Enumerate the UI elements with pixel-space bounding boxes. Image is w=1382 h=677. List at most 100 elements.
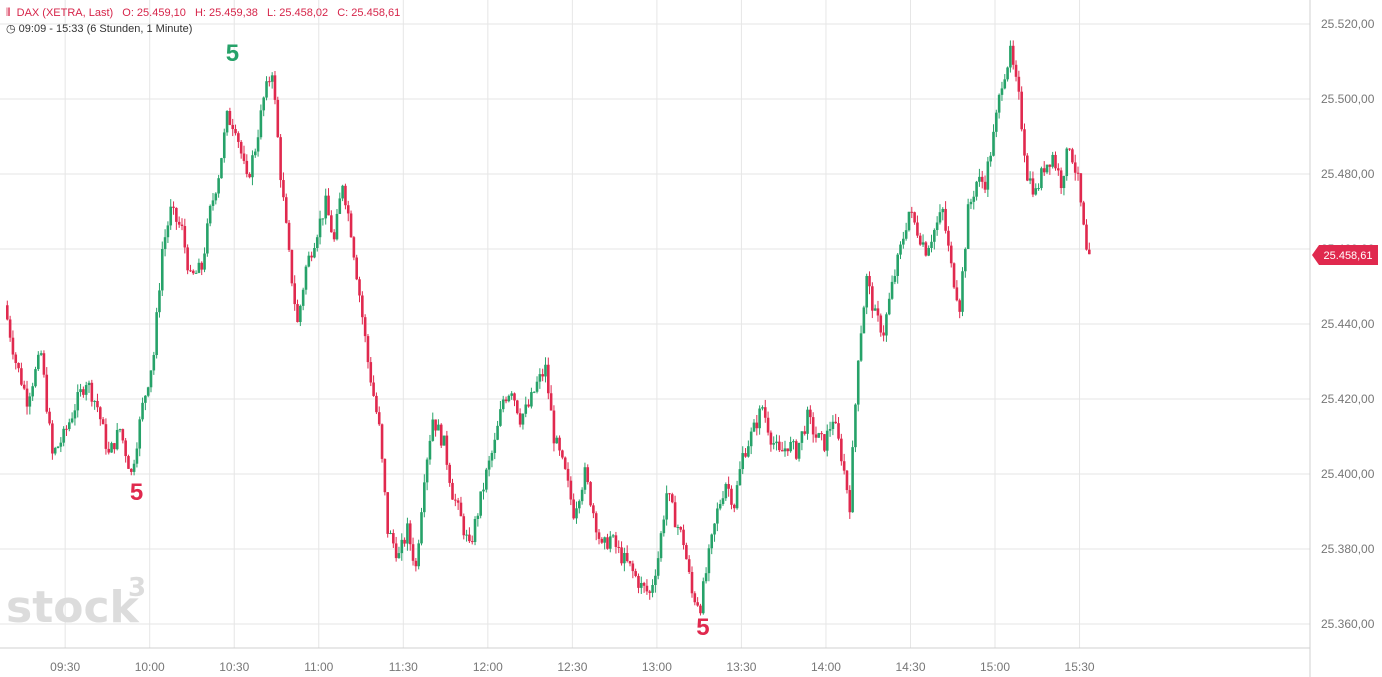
candle[interactable] bbox=[1003, 74, 1007, 90]
candle[interactable] bbox=[682, 524, 685, 550]
candle[interactable] bbox=[710, 533, 714, 555]
candle[interactable] bbox=[910, 206, 914, 219]
candle[interactable] bbox=[772, 436, 776, 450]
candle[interactable] bbox=[172, 201, 175, 215]
candle[interactable] bbox=[749, 427, 753, 455]
candle[interactable] bbox=[955, 280, 959, 302]
candle[interactable] bbox=[600, 537, 604, 544]
candle[interactable] bbox=[527, 399, 530, 408]
price-axis[interactable]: 25.360,00 25.380,00 25.400,00 25.420,00 25.4… bbox=[1321, 17, 1375, 631]
candle[interactable] bbox=[34, 366, 37, 388]
candle[interactable] bbox=[811, 412, 815, 443]
candle[interactable] bbox=[166, 221, 170, 243]
candle[interactable] bbox=[403, 537, 406, 547]
candle[interactable] bbox=[668, 492, 671, 502]
candle[interactable] bbox=[169, 199, 173, 230]
candle[interactable] bbox=[744, 448, 747, 458]
candle[interactable] bbox=[468, 527, 471, 543]
candle[interactable] bbox=[1051, 151, 1054, 169]
candle[interactable] bbox=[284, 193, 288, 224]
candle[interactable] bbox=[383, 458, 387, 496]
candle[interactable] bbox=[738, 461, 742, 486]
candle[interactable] bbox=[961, 267, 964, 317]
candle[interactable] bbox=[862, 305, 866, 334]
candle[interactable] bbox=[995, 109, 998, 138]
candle[interactable] bbox=[673, 495, 677, 528]
candle[interactable] bbox=[425, 457, 429, 491]
candle[interactable] bbox=[180, 218, 184, 231]
candle[interactable] bbox=[980, 170, 984, 189]
candle[interactable] bbox=[859, 325, 863, 362]
candle[interactable] bbox=[718, 499, 722, 511]
candle[interactable] bbox=[394, 536, 398, 562]
candle[interactable] bbox=[964, 247, 967, 278]
candle[interactable] bbox=[214, 192, 218, 205]
candle[interactable] bbox=[406, 517, 409, 551]
candle[interactable] bbox=[845, 469, 849, 494]
candle[interactable] bbox=[253, 148, 257, 158]
candle[interactable] bbox=[606, 533, 609, 550]
candle[interactable] bbox=[56, 445, 60, 449]
candle[interactable] bbox=[110, 441, 113, 453]
candle[interactable] bbox=[876, 300, 880, 322]
candle[interactable] bbox=[1017, 70, 1021, 100]
candle[interactable] bbox=[115, 423, 119, 451]
candle[interactable] bbox=[265, 76, 268, 101]
candle[interactable] bbox=[763, 399, 767, 423]
candle[interactable] bbox=[299, 304, 302, 327]
candle[interactable] bbox=[163, 229, 167, 257]
candle[interactable] bbox=[1020, 86, 1023, 132]
candle[interactable] bbox=[930, 234, 933, 253]
candle[interactable] bbox=[42, 350, 46, 378]
candle[interactable] bbox=[521, 413, 525, 430]
candle[interactable] bbox=[707, 544, 711, 582]
candle[interactable] bbox=[913, 211, 916, 225]
candle[interactable] bbox=[293, 275, 297, 311]
candle[interactable] bbox=[268, 76, 271, 87]
candle[interactable] bbox=[544, 357, 547, 383]
candle[interactable] bbox=[704, 567, 708, 584]
candle[interactable] bbox=[1006, 66, 1009, 82]
candle[interactable] bbox=[211, 193, 215, 211]
candle[interactable] bbox=[927, 245, 930, 257]
candle[interactable] bbox=[575, 501, 578, 524]
candle[interactable] bbox=[727, 476, 730, 497]
candle[interactable] bbox=[800, 431, 804, 451]
candle[interactable] bbox=[248, 172, 251, 179]
candle[interactable] bbox=[639, 576, 643, 594]
candle[interactable] bbox=[177, 216, 181, 228]
candle[interactable] bbox=[648, 589, 652, 600]
candle[interactable] bbox=[679, 526, 683, 533]
candle[interactable] bbox=[642, 581, 646, 593]
candle[interactable] bbox=[780, 441, 784, 452]
candle[interactable] bbox=[969, 198, 973, 209]
candle[interactable] bbox=[330, 210, 333, 233]
candle[interactable] bbox=[806, 406, 809, 440]
candle[interactable] bbox=[735, 480, 739, 510]
candle[interactable] bbox=[594, 511, 598, 541]
candle[interactable] bbox=[941, 207, 945, 221]
candle[interactable] bbox=[524, 396, 528, 418]
candle[interactable] bbox=[958, 298, 961, 319]
candle[interactable] bbox=[823, 434, 826, 453]
candle[interactable] bbox=[518, 408, 522, 428]
candle[interactable] bbox=[851, 440, 854, 513]
candle[interactable] bbox=[769, 430, 773, 452]
candle[interactable] bbox=[375, 392, 378, 415]
candle[interactable] bbox=[831, 415, 835, 436]
candle[interactable] bbox=[617, 540, 621, 554]
candle[interactable] bbox=[916, 215, 919, 238]
candle[interactable] bbox=[713, 523, 716, 542]
candle[interactable] bbox=[597, 529, 601, 545]
candle[interactable] bbox=[287, 220, 291, 252]
candle[interactable] bbox=[144, 395, 147, 411]
candle[interactable] bbox=[797, 442, 801, 462]
candle[interactable] bbox=[20, 362, 23, 387]
candle[interactable] bbox=[1000, 81, 1004, 101]
candle[interactable] bbox=[1014, 60, 1018, 82]
candle[interactable] bbox=[231, 118, 235, 137]
candle[interactable] bbox=[741, 446, 745, 475]
candle[interactable] bbox=[761, 405, 764, 411]
candle[interactable] bbox=[476, 513, 480, 527]
